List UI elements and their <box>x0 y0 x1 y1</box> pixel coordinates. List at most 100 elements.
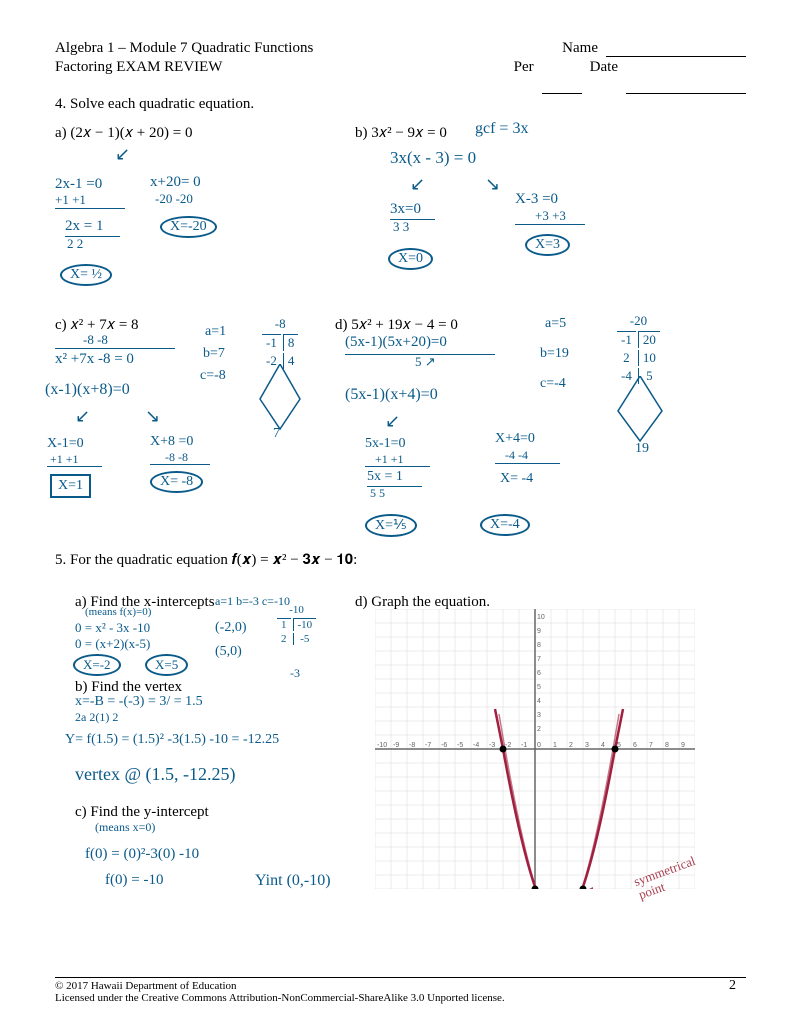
worksheet-header: Algebra 1 – Module 7 Quadratic Functions… <box>55 40 746 57</box>
hline <box>55 348 175 349</box>
q4b-work: 3x(x - 3) = 0 <box>390 148 476 168</box>
question-4: 4. Solve each quadratic equation. a) (2𝑥… <box>55 96 746 586</box>
q4c-work: (x-1)(x+8)=0 <box>45 381 130 399</box>
q5a-pt: (-2,0) <box>215 620 247 636</box>
q4b-work: 3 3 <box>393 219 409 235</box>
date-blank <box>626 59 746 94</box>
svg-text:-1: -1 <box>521 742 527 749</box>
svg-text:-7: -7 <box>425 742 431 749</box>
q4c-work: -8 -8 <box>83 332 108 348</box>
svg-text:7: 7 <box>537 656 541 663</box>
q4d-work: (5x-1)(5x+20)=0 <box>345 334 447 351</box>
q4d-work: 5 5 <box>370 486 385 501</box>
svg-text:-9: -9 <box>393 742 399 749</box>
svg-text:9: 9 <box>681 742 685 749</box>
arrow-icon: ↙ <box>385 411 400 432</box>
q4a-work: 2x-1 =0 <box>55 176 102 193</box>
svg-text:-6: -6 <box>441 742 447 749</box>
q5a-note: (means f(x)=0) <box>85 606 151 618</box>
q4c-abc: a=1 <box>205 324 226 340</box>
q5a-work: 0 = (x+2)(x-5) <box>75 636 150 652</box>
q4a-work: +1 +1 <box>55 192 86 208</box>
q4a-work: x+20= 0 <box>150 174 201 191</box>
q5a-work: 0 = x² - 3x -10 <box>75 620 150 636</box>
svg-text:-4: -4 <box>473 742 479 749</box>
per-blank <box>542 59 582 94</box>
q4b-work: X-3 =0 <box>515 191 558 208</box>
svg-text:3: 3 <box>585 742 589 749</box>
svg-text:2: 2 <box>569 742 573 749</box>
svg-text:0: 0 <box>537 742 541 749</box>
name-blank <box>606 40 746 57</box>
q4b-answer: X=3 <box>525 234 570 256</box>
q4c-work: X-1=0 <box>47 436 84 452</box>
svg-text:-8: -8 <box>409 742 415 749</box>
q4d-abc: b=19 <box>540 346 569 362</box>
q4d-ttable: -20 -120 210 -45 <box>615 311 662 386</box>
q4c-abc: b=7 <box>203 346 225 362</box>
q4c-work: +1 +1 <box>50 452 79 467</box>
q4a-answer: X=-20 <box>160 216 217 238</box>
q4c-work: -8 -8 <box>165 450 188 465</box>
svg-text:-10: -10 <box>377 742 387 749</box>
worksheet-subheader: Factoring EXAM REVIEW Per Date <box>55 59 746 94</box>
q4d-work: +1 +1 <box>375 452 404 467</box>
q5b-answer: vertex @ (1.5, -12.25) <box>75 764 236 785</box>
svg-text:-5: -5 <box>457 742 463 749</box>
per-label: Per <box>514 59 534 94</box>
svg-text:9: 9 <box>537 628 541 635</box>
hline <box>47 466 102 467</box>
svg-text:-3: -3 <box>489 742 495 749</box>
arrow-icon: ↘ <box>485 174 500 195</box>
q4b-work: 3x=0 <box>390 201 421 218</box>
arrow-icon: ↙ <box>115 144 130 165</box>
svg-text:5: 5 <box>537 684 541 691</box>
q4c-work: X+8 =0 <box>150 434 193 450</box>
hline <box>515 224 585 225</box>
q5a-answer: X=-2 <box>73 654 121 676</box>
course-title: Algebra 1 – Module 7 Quadratic Functions <box>55 40 313 57</box>
q5a-pt: (5,0) <box>215 644 242 660</box>
license: Licensed under the Creative Commons Attr… <box>55 992 746 1004</box>
q4b-label: b) 3𝑥² − 9𝑥 = 0 <box>355 124 447 142</box>
q4d-abc: a=5 <box>545 316 566 332</box>
q4c-answer: X= -8 <box>150 471 203 493</box>
diamond-connector <box>610 376 670 446</box>
svg-text:6: 6 <box>633 742 637 749</box>
svg-text:8: 8 <box>537 642 541 649</box>
q4a-work: -20 -20 <box>155 191 193 207</box>
date-label: Date <box>590 59 618 94</box>
svg-text:2: 2 <box>537 726 541 733</box>
q4b-answer: X=0 <box>388 248 433 270</box>
hline <box>495 463 560 464</box>
q4a-work: 2 2 <box>67 236 83 252</box>
q5a-bottom: -3 <box>290 666 300 681</box>
svg-text:10: 10 <box>537 614 545 621</box>
hline <box>365 466 430 467</box>
q5c-answer: Yint (0,-10) <box>255 872 331 890</box>
svg-text:4: 4 <box>537 698 541 705</box>
q4d-answer: X= -4 <box>500 471 533 487</box>
q4a-answer: X= ½ <box>60 264 112 286</box>
q5c-work: f(0) = -10 <box>105 872 163 889</box>
q5b-work: x=-B = -(-3) = 3/ = 1.5 <box>75 694 203 710</box>
q4d-work: (5x-1)(x+4)=0 <box>345 386 438 404</box>
per-date-field: Per Date <box>514 59 746 94</box>
svg-text:3: 3 <box>537 712 541 719</box>
q4c-ttable: -8 -18 -24 <box>260 314 300 371</box>
q4c-answer: X=1 <box>50 474 91 498</box>
q4d-work: 5x-1=0 <box>365 436 406 452</box>
hline <box>150 464 210 465</box>
q4d-answer: X=-4 <box>480 514 530 536</box>
svg-text:8: 8 <box>665 742 669 749</box>
q5c-note: (means x=0) <box>95 820 155 835</box>
q4d-answer: X=⅕ <box>365 514 417 537</box>
subtitle: Factoring EXAM REVIEW <box>55 59 222 76</box>
q4-prompt: 4. Solve each quadratic equation. <box>55 96 746 113</box>
copyright: © 2017 Hawaii Department of Education <box>55 980 746 992</box>
q5b-work: Y= f(1.5) = (1.5)² -3(1.5) -10 = -12.25 <box>65 732 279 748</box>
name-field: Name <box>562 40 746 57</box>
arrow-icon: ↙ <box>75 406 90 427</box>
footer: © 2017 Hawaii Department of Education Li… <box>55 977 746 1004</box>
q4b-gcf: gcf = 3x <box>475 120 528 138</box>
